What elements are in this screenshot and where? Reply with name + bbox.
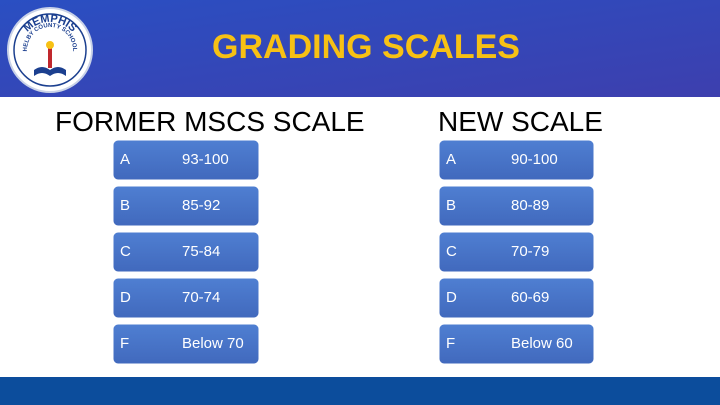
grade-letter: B — [446, 197, 456, 214]
header-bar — [0, 0, 720, 97]
grade-letter: F — [120, 335, 129, 352]
grade-box — [112, 323, 260, 365]
column-title: NEW SCALE — [438, 106, 603, 137]
grade-letter: B — [120, 197, 130, 214]
grade-box — [112, 185, 260, 227]
grade-range: 70-79 — [511, 243, 549, 260]
grade-box — [438, 323, 595, 365]
grade-box — [112, 139, 260, 181]
grade-letter: A — [120, 151, 130, 168]
slide-title: GRADING SCALES — [212, 28, 520, 66]
grade-box — [112, 277, 260, 319]
grade-letter: C — [120, 243, 131, 260]
grade-range: 85-92 — [182, 197, 220, 214]
footer-bar — [0, 377, 720, 405]
grade-letter: F — [446, 335, 455, 352]
column-title: FORMER MSCS SCALE — [55, 106, 365, 137]
grade-range: Below 60 — [511, 335, 573, 352]
grade-range: 60-69 — [511, 289, 549, 306]
grade-range: 80-89 — [511, 197, 549, 214]
grade-range: Below 70 — [182, 335, 244, 352]
grade-range: 93-100 — [182, 151, 229, 168]
grade-range: 70-74 — [182, 289, 220, 306]
grade-range: 90-100 — [511, 151, 558, 168]
grade-letter: D — [120, 289, 131, 306]
columns: FORMER MSCS SCALE A 93-100 B 85-92 C 75-84 D 70-… — [55, 106, 603, 365]
grade-box — [112, 231, 260, 273]
grade-box — [438, 277, 595, 319]
grade-letter: A — [446, 151, 456, 168]
grade-range: 75-84 — [182, 243, 220, 260]
grade-letter: D — [446, 289, 457, 306]
grade-letter: C — [446, 243, 457, 260]
grade-box — [438, 185, 595, 227]
grade-box — [438, 139, 595, 181]
grade-box — [438, 231, 595, 273]
